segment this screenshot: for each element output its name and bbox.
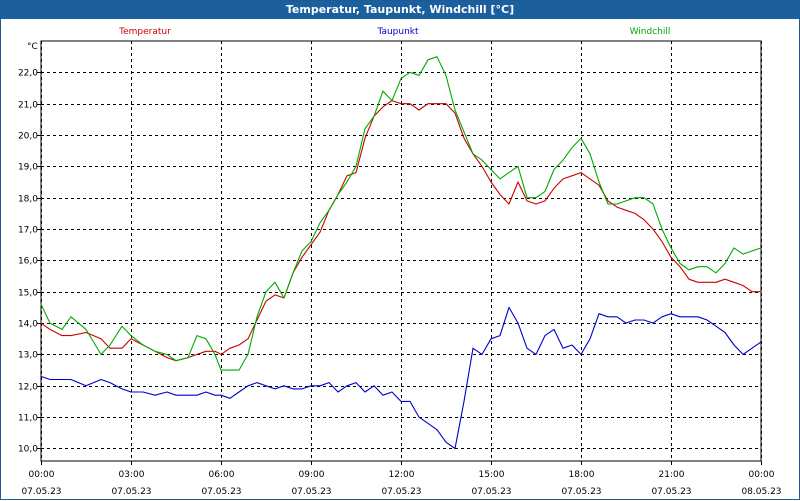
y-tick-label: 17,0 [18,226,38,236]
y-tick-label: 14,0 [18,320,38,330]
x-tick-date-label: 07.05.23 [291,487,331,497]
x-tick-time-label: 00:00 [749,470,775,480]
x-tick-date-label: 07.05.23 [201,487,241,497]
y-tick-label: 15,0 [18,289,38,299]
x-tick-date-label: 07.05.23 [21,487,61,497]
legend-taupunkt: Taupunkt [376,27,419,37]
y-tick-label: 21,0 [18,101,38,111]
series-line-windchill [40,56,762,371]
y-tick-label: 18,0 [18,195,38,205]
chart-title: Temperatur, Taupunkt, Windchill [°C] [1,1,799,19]
y-tick-label: 12,0 [18,383,38,393]
y-tick-label: 22,0 [18,69,38,79]
x-tick-date-label: 08.05.23 [741,487,781,497]
x-tick-time-label: 03:00 [119,470,145,480]
x-tick-time-label: 00:00 [29,470,55,480]
x-tick-date-label: 07.05.23 [111,487,151,497]
x-tick-date-label: 07.05.23 [381,487,421,497]
x-tick-time-label: 06:00 [209,470,235,480]
legend-windchill: Windchill [630,27,671,37]
x-tick-time-label: 18:00 [569,470,595,480]
x-tick-time-label: 09:00 [299,470,325,480]
y-tick-label: 19,0 [18,163,38,173]
y-tick-label: 20,0 [18,132,38,142]
x-tick-date-label: 07.05.23 [561,487,601,497]
y-axis-unit: °C [27,42,38,52]
y-tick-label: 16,0 [18,257,38,267]
y-tick-label: 10,0 [18,445,38,455]
legend-temperatur: Temperatur [118,27,171,37]
series-line-taupunkt [40,306,762,450]
x-tick-date-label: 07.05.23 [471,487,511,497]
x-tick-time-label: 15:00 [479,470,505,480]
x-tick-date-label: 07.05.23 [651,487,691,497]
x-tick-time-label: 12:00 [389,470,415,480]
x-tick-time-label: 21:00 [659,470,685,480]
y-tick-label: 11,0 [18,414,38,424]
y-tick-label: 13,0 [18,351,38,361]
